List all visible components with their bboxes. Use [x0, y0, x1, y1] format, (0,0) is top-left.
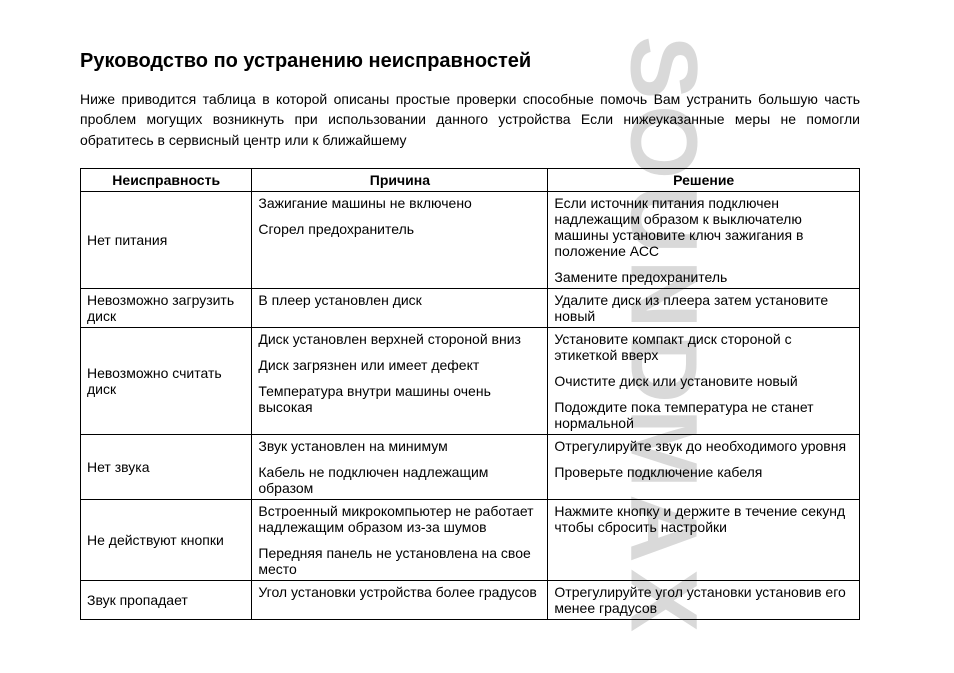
cause-text: Кабель не подключен надлежащим образом: [258, 464, 541, 496]
cell-cause: Встроенный микрокомпьютер не работает на…: [252, 499, 548, 580]
cell-solution: Отрегулируйте угол установки установив е…: [548, 580, 860, 619]
cause-text: Сгорел предохранитель: [258, 221, 541, 237]
solution-text: Подождите пока температура не станет нор…: [554, 399, 853, 431]
cell-solution: Если источник питания подключен надлежащ…: [548, 191, 860, 288]
cell-solution: Отрегулируйте звук до необходимого уровн…: [548, 434, 860, 499]
table-row: Звук пропадает Угол установки устройства …: [81, 580, 860, 619]
cause-text: Зажигание машины не включено: [258, 195, 541, 211]
solution-text: Нажмите кнопку и держите в течение секун…: [554, 503, 853, 535]
table-header-row: Неисправность Причина Решение: [81, 168, 860, 191]
table-row: Невозможно загрузить диск В плеер установ…: [81, 288, 860, 327]
cell-solution: Установите компакт диск стороной с этике…: [548, 327, 860, 434]
cell-malfunction: Звук пропадает: [81, 580, 252, 619]
cell-malfunction: Нет питания: [81, 191, 252, 288]
cell-malfunction: Не действуют кнопки: [81, 499, 252, 580]
table-row: Не действуют кнопкиВстроенный микрокомпь…: [81, 499, 860, 580]
col-header-solution: Решение: [548, 168, 860, 191]
troubleshooting-table: Неисправность Причина Решение Нет питани…: [80, 168, 860, 620]
cell-solution: Удалите диск из плеера затем установите …: [548, 288, 860, 327]
intro-paragraph: Ниже приводится таблица в которой описан…: [80, 89, 860, 150]
solution-text: Проверьте подключение кабеля: [554, 464, 853, 480]
cause-text: Диск загрязнен или имеет дефект: [258, 357, 541, 373]
cell-malfunction: Невозможно загрузить диск: [81, 288, 252, 327]
solution-text: Установите компакт диск стороной с этике…: [554, 331, 853, 363]
table-body: Нет питания Зажигание машины не включено С…: [81, 191, 860, 619]
solution-text: [554, 545, 853, 561]
solution-text: Очистите диск или установите новый: [554, 373, 853, 389]
cause-text: Встроенный микрокомпьютер не работает на…: [258, 503, 541, 535]
page-title: Руководство по устранению неисправностей: [80, 50, 860, 73]
solution-text: Замените предохранитель: [554, 269, 853, 285]
solution-text: Если источник питания подключен надлежащ…: [554, 195, 853, 259]
page: SOUNDMAX Руководство по устранению неисп…: [0, 0, 954, 673]
table-row: Невозможно считать дискДиск установлен в…: [81, 327, 860, 434]
solution-text: Удалите диск из плеера затем установите …: [554, 292, 853, 324]
solution-text: Отрегулируйте звук до необходимого уровн…: [554, 438, 853, 454]
cell-cause: Звук установлен на минимум Кабель не подк…: [252, 434, 548, 499]
cell-solution: Нажмите кнопку и держите в течение секун…: [548, 499, 860, 580]
cause-text: В плеер установлен диск: [258, 292, 541, 308]
cell-malfunction: Нет звука: [81, 434, 252, 499]
cause-text: Температура внутри машины очень высокая: [258, 383, 541, 415]
table-row: Нет звука Звук установлен на минимум Кабел…: [81, 434, 860, 499]
cause-text: Звук установлен на минимум: [258, 438, 541, 454]
cell-cause: Угол установки устройства более градусов: [252, 580, 548, 619]
col-header-malfunction: Неисправность: [81, 168, 252, 191]
cell-malfunction: Невозможно считать диск: [81, 327, 252, 434]
col-header-cause: Причина: [252, 168, 548, 191]
cell-cause: Диск установлен верхней стороной вниз Дис…: [252, 327, 548, 434]
cause-text: Угол установки устройства более градусов: [258, 584, 541, 600]
cause-text: Передняя панель не установлена на свое м…: [258, 545, 541, 577]
content-area: Руководство по устранению неисправностей…: [80, 50, 860, 620]
table-row: Нет питания Зажигание машины не включено С…: [81, 191, 860, 288]
cause-text: Диск установлен верхней стороной вниз: [258, 331, 541, 347]
cell-cause: В плеер установлен диск: [252, 288, 548, 327]
solution-text: Отрегулируйте угол установки установив е…: [554, 584, 853, 616]
cell-cause: Зажигание машины не включено Сгорел предо…: [252, 191, 548, 288]
